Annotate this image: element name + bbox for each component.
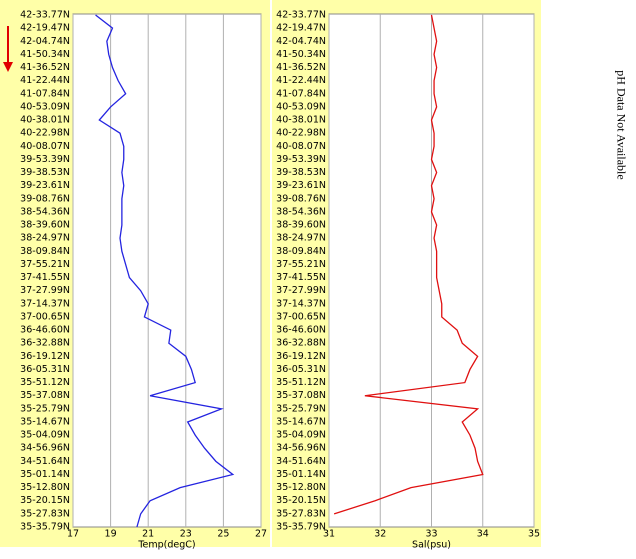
y-tick-label: 38-39.60N: [20, 220, 70, 231]
y-tick-label: 36-05.31N: [276, 364, 326, 375]
y-tick-label: 39-08.76N: [20, 193, 70, 204]
y-tick-label: 35-37.08N: [20, 390, 70, 401]
y-tick-label: 35-35.79N: [20, 522, 70, 533]
x-tick-label: 27: [255, 529, 267, 540]
y-tick-label: 41-50.34N: [276, 49, 326, 60]
y-tick-label: 41-22.44N: [20, 75, 70, 86]
y-tick-label: 35-20.15N: [276, 495, 326, 506]
y-tick-label: 35-25.79N: [276, 403, 326, 414]
y-tick-label: 34-51.64N: [276, 456, 326, 467]
arrow-head: [3, 62, 13, 72]
line: [333, 14, 484, 515]
note: pH Data Not Available: [614, 70, 628, 179]
y-tick-label: 39-23.61N: [276, 180, 326, 191]
y-tick-label: 37-00.65N: [20, 311, 70, 322]
y-tick-label: 39-08.76N: [276, 193, 326, 204]
y-tick-label: 39-38.53N: [276, 167, 326, 178]
y-tick-label: 40-08.07N: [20, 141, 70, 152]
y-tick-label: 42-19.47N: [20, 23, 70, 34]
line: [95, 14, 235, 528]
y-tick-label: 35-27.83N: [276, 508, 326, 519]
y-tick-label: 37-55.21N: [20, 259, 70, 270]
y-tick-label: 38-09.84N: [20, 246, 70, 257]
y-tick-label: 38-09.84N: [276, 246, 326, 257]
x-tick-label: 33: [425, 529, 437, 540]
y-tick-label: 35-12.80N: [276, 482, 326, 493]
y-tick-label: 40-22.98N: [20, 128, 70, 139]
y-tick-label: 34-51.64N: [20, 456, 70, 467]
y-tick-label: 42-19.47N: [276, 23, 326, 34]
y-tick-label: 35-12.80N: [20, 482, 70, 493]
y-tick-label: 38-54.36N: [20, 206, 70, 217]
x-axis-label: Temp(degC): [137, 540, 195, 551]
y-tick-label: 34-56.96N: [20, 443, 70, 454]
x-axis-label: Sal(psu): [412, 540, 451, 551]
y-tick-label: 35-01.14N: [276, 469, 326, 480]
y-tick-label: 35-51.12N: [276, 377, 326, 388]
y-tick-label: 36-19.12N: [20, 351, 70, 362]
y-tick-label: 37-55.21N: [276, 259, 326, 270]
y-tick-label: 35-37.08N: [276, 390, 326, 401]
y-tick-label: 40-38.01N: [276, 115, 326, 126]
y-tick-label: 38-24.97N: [20, 233, 70, 244]
y-tick-label: 42-33.77N: [276, 10, 326, 21]
y-tick-label: 37-27.99N: [20, 285, 70, 296]
y-tick-label: 36-46.60N: [20, 325, 70, 336]
y-tick-label: 37-41.55N: [20, 272, 70, 283]
x-tick-label: 23: [180, 529, 192, 540]
y-tick-label: 35-20.15N: [20, 495, 70, 506]
y-tick-label: 35-51.12N: [20, 377, 70, 388]
y-tick-label: 37-00.65N: [276, 311, 326, 322]
y-tick-label: 35-14.67N: [20, 416, 70, 427]
y-tick-label: 42-33.77N: [20, 10, 70, 21]
y-tick-label: 37-14.37N: [276, 298, 326, 309]
y-tick-label: 39-53.39N: [276, 154, 326, 165]
y-tick-label: 38-24.97N: [276, 233, 326, 244]
y-tick-label: 39-23.61N: [20, 180, 70, 191]
y-tick-label: 34-56.96N: [276, 443, 326, 454]
y-tick-label: 41-22.44N: [276, 75, 326, 86]
y-tick-label: 41-07.84N: [20, 88, 70, 99]
y-tick-label: 37-41.55N: [276, 272, 326, 283]
y-tick-label: 36-32.88N: [276, 338, 326, 349]
x-tick-label: 32: [374, 529, 386, 540]
x-tick-label: 19: [105, 529, 117, 540]
x-tick-label: 25: [217, 529, 229, 540]
y-tick-label: 39-38.53N: [20, 167, 70, 178]
y-tick-label: 35-04.09N: [20, 430, 70, 441]
x-tick-label: 34: [477, 529, 489, 540]
y-tick-label: 35-14.67N: [276, 416, 326, 427]
y-tick-label: 39-53.39N: [20, 154, 70, 165]
plot-area: [72, 13, 262, 528]
y-tick-label: 38-39.60N: [276, 220, 326, 231]
x-tick-label: 35: [528, 529, 540, 540]
y-tick-label: 42-04.74N: [20, 36, 70, 47]
y-tick-label: 40-22.98N: [276, 128, 326, 139]
y-tick-label: 35-35.79N: [276, 522, 326, 533]
x-tick-label: 21: [142, 529, 154, 540]
y-tick-label: 36-46.60N: [276, 325, 326, 336]
y-tick-label: 36-19.12N: [276, 351, 326, 362]
y-tick-label: 35-25.79N: [20, 403, 70, 414]
y-tick-label: 36-05.31N: [20, 364, 70, 375]
y-tick-label: 41-07.84N: [276, 88, 326, 99]
y-tick-label: 35-04.09N: [276, 430, 326, 441]
y-tick-label: 35-27.83N: [20, 508, 70, 519]
x-tick-label: 31: [323, 529, 335, 540]
y-tick-label: 37-14.37N: [20, 298, 70, 309]
y-tick-label: 41-50.34N: [20, 49, 70, 60]
y-tick-label: 36-32.88N: [20, 338, 70, 349]
y-tick-label: 40-53.09N: [276, 101, 326, 112]
y-tick-label: 40-08.07N: [276, 141, 326, 152]
x-tick-label: 17: [67, 529, 79, 540]
y-tick-label: 35-01.14N: [20, 469, 70, 480]
y-tick-label: 38-54.36N: [276, 206, 326, 217]
y-tick-label: 37-27.99N: [276, 285, 326, 296]
y-tick-label: 40-38.01N: [20, 115, 70, 126]
y-tick-label: 42-04.74N: [276, 36, 326, 47]
y-tick-label: 41-36.52N: [276, 62, 326, 73]
y-tick-label: 40-53.09N: [20, 101, 70, 112]
y-tick-label: 41-36.52N: [20, 62, 70, 73]
